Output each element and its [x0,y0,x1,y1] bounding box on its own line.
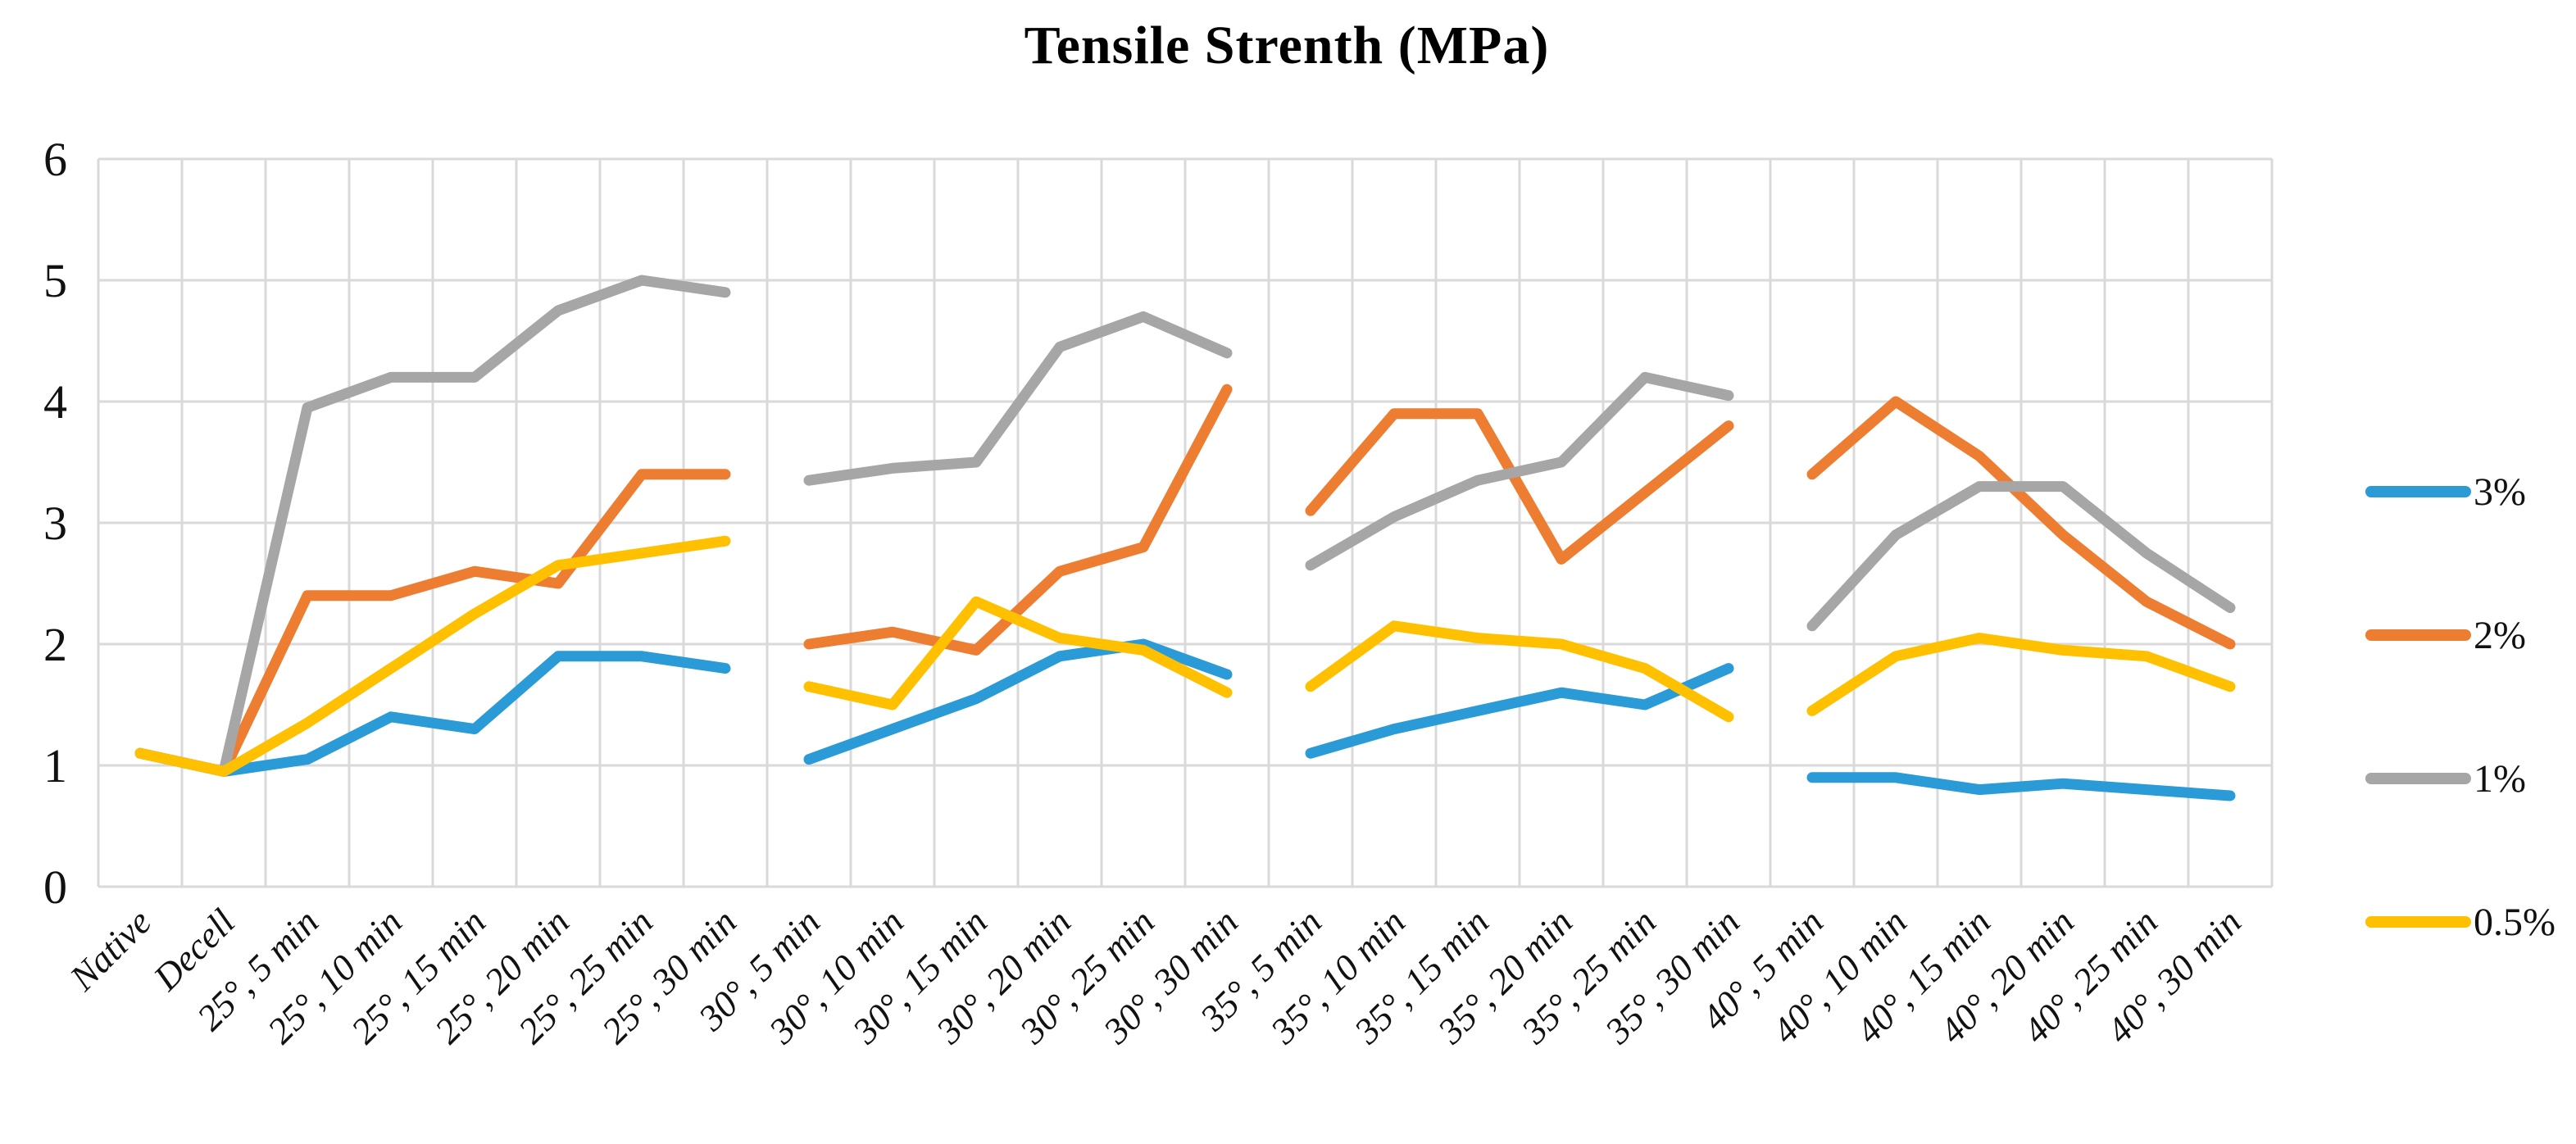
series-line-2pct [1806,396,2236,650]
series-line-0_5pct [803,596,1233,710]
series-line-3pct [1305,663,1734,759]
y-axis-tick-label: 1 [43,739,67,792]
y-axis-tick-label: 3 [43,497,67,550]
y-axis-tick-label: 5 [43,254,67,307]
y-axis-tick-label: 4 [43,375,67,429]
chart-title: Tensile Strenth (MPa) [1024,16,1550,75]
series-line-2pct [1305,408,1734,565]
y-axis-tick-label: 6 [43,133,67,186]
series-line-1pct [134,275,731,777]
series-line-3pct [803,638,1233,765]
series-line-2pct [134,469,731,777]
y-axis-tick-label: 0 [43,860,67,914]
series-line-2pct [803,384,1233,656]
series-line-0_5pct [1806,633,2236,716]
series-line-0_5pct [134,535,731,777]
legend-label-1pct: 1% [2474,757,2526,801]
series-line-1pct [803,311,1233,486]
series-line-1pct [1305,371,1734,571]
legend-label-3pct: 3% [2474,470,2526,514]
x-axis-tick-label: Native [61,901,159,999]
legend-label-0_5pct: 0.5% [2474,901,2556,944]
series-line-3pct [1806,772,2236,801]
series-line-1pct [1806,481,2236,632]
y-axis-tick-label: 2 [43,618,67,671]
series-line-0_5pct [1305,620,1734,723]
legend-label-2pct: 2% [2474,614,2526,657]
